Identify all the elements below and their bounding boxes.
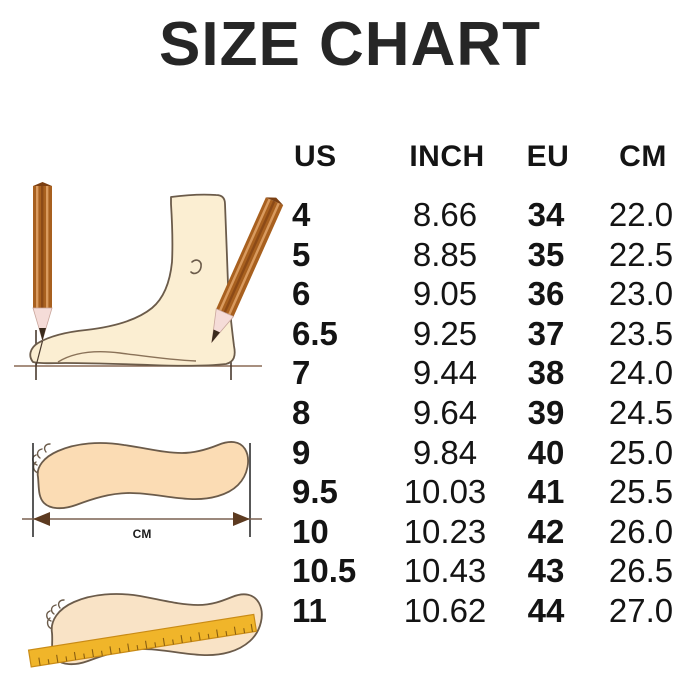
table-row: 8 9.64 39 24.5 — [285, 394, 700, 434]
cell-eu: 44 — [527, 591, 565, 629]
cell-cm: 27.0 — [608, 591, 674, 629]
column-header-cm: CM — [619, 140, 667, 173]
cell-eu: 36 — [527, 275, 565, 313]
cell-us: 6 — [292, 275, 311, 313]
column-header-inch: INCH — [409, 140, 485, 173]
cell-cm: 26.5 — [608, 552, 674, 590]
cell-eu: 42 — [527, 512, 565, 550]
footprint-dimension-illustration: CM — [0, 415, 285, 555]
cell-us: 4 — [292, 196, 311, 233]
cm-dimension-label: CM — [133, 527, 152, 541]
table-header-row: US INCH EU CM — [285, 140, 700, 196]
table-row: 6 9.05 36 23.0 — [285, 275, 700, 315]
cell-inch: 8.85 — [412, 235, 478, 273]
cell-cm: 23.0 — [608, 275, 674, 313]
cell-us: 10 — [292, 512, 329, 550]
cell-us: 6.5 — [292, 314, 338, 352]
cell-cm: 22.0 — [608, 196, 674, 233]
column-header-us: US — [294, 140, 337, 173]
cell-inch: 10.03 — [403, 473, 487, 511]
cell-eu: 43 — [527, 552, 565, 590]
table-row: 5 8.85 35 22.5 — [285, 236, 700, 276]
cell-us: 9.5 — [292, 473, 338, 511]
cell-eu: 34 — [527, 196, 565, 233]
cell-inch: 9.64 — [412, 393, 478, 431]
cell-inch: 8.66 — [412, 196, 478, 233]
cell-inch: 10.62 — [403, 591, 487, 629]
cell-cm: 25.0 — [608, 433, 674, 471]
cell-cm: 22.5 — [608, 235, 674, 273]
cell-eu: 35 — [527, 235, 565, 273]
cell-us: 11 — [292, 591, 327, 629]
cell-inch: 9.84 — [412, 433, 478, 471]
footprint-tape-illustration — [0, 575, 285, 700]
pencil-right-icon — [211, 197, 284, 344]
pencil-left-icon — [32, 182, 53, 367]
cell-us: 10.5 — [292, 552, 357, 590]
cell-eu: 39 — [527, 393, 565, 431]
table-body: 4 8.66 34 22.0 5 8.85 35 22.5 6 9.05 36 23.0 6.5 9.25… — [285, 196, 700, 632]
cell-inch: 10.43 — [403, 552, 487, 590]
table-row: 7 9.44 38 24.0 — [285, 354, 700, 394]
cell-us: 9 — [292, 433, 311, 471]
cell-cm: 26.0 — [608, 512, 674, 550]
page-title: SIZE CHART — [159, 10, 541, 79]
cell-eu: 38 — [527, 354, 565, 392]
size-table: US INCH EU CM 4 8.66 34 22.0 5 8.85 35 22.5 6 9.0… — [285, 140, 700, 690]
table-row: 10 10.23 42 26.0 — [285, 513, 700, 553]
cell-us: 5 — [292, 235, 311, 273]
cell-us: 7 — [292, 354, 311, 392]
cell-us: 8 — [292, 393, 311, 431]
foot-side-view-illustration — [0, 180, 285, 395]
table-row: 11 10.62 44 27.0 — [285, 592, 700, 632]
table-row: 4 8.66 34 22.0 — [285, 196, 700, 236]
cell-inch: 9.25 — [412, 314, 478, 352]
column-header-eu: EU — [526, 140, 570, 173]
cell-inch: 9.44 — [412, 354, 478, 392]
cell-inch: 10.23 — [403, 512, 487, 550]
table-row: 6.5 9.25 37 23.5 — [285, 315, 700, 355]
cell-eu: 41 — [527, 473, 565, 511]
cell-cm: 25.5 — [608, 473, 674, 511]
cell-eu: 40 — [527, 433, 565, 471]
cell-cm: 24.5 — [608, 393, 674, 431]
table-row: 10.5 10.43 43 26.5 — [285, 552, 700, 592]
measuring-tape-icon — [27, 613, 258, 668]
cell-eu: 37 — [527, 314, 565, 352]
illustrations-panel: CM — [0, 180, 285, 700]
cell-cm: 23.5 — [608, 314, 674, 352]
table-row: 9 9.84 40 25.0 — [285, 434, 700, 474]
table-row: 9.5 10.03 41 25.5 — [285, 473, 700, 513]
cell-inch: 9.05 — [412, 275, 478, 313]
cell-cm: 24.0 — [608, 354, 674, 392]
